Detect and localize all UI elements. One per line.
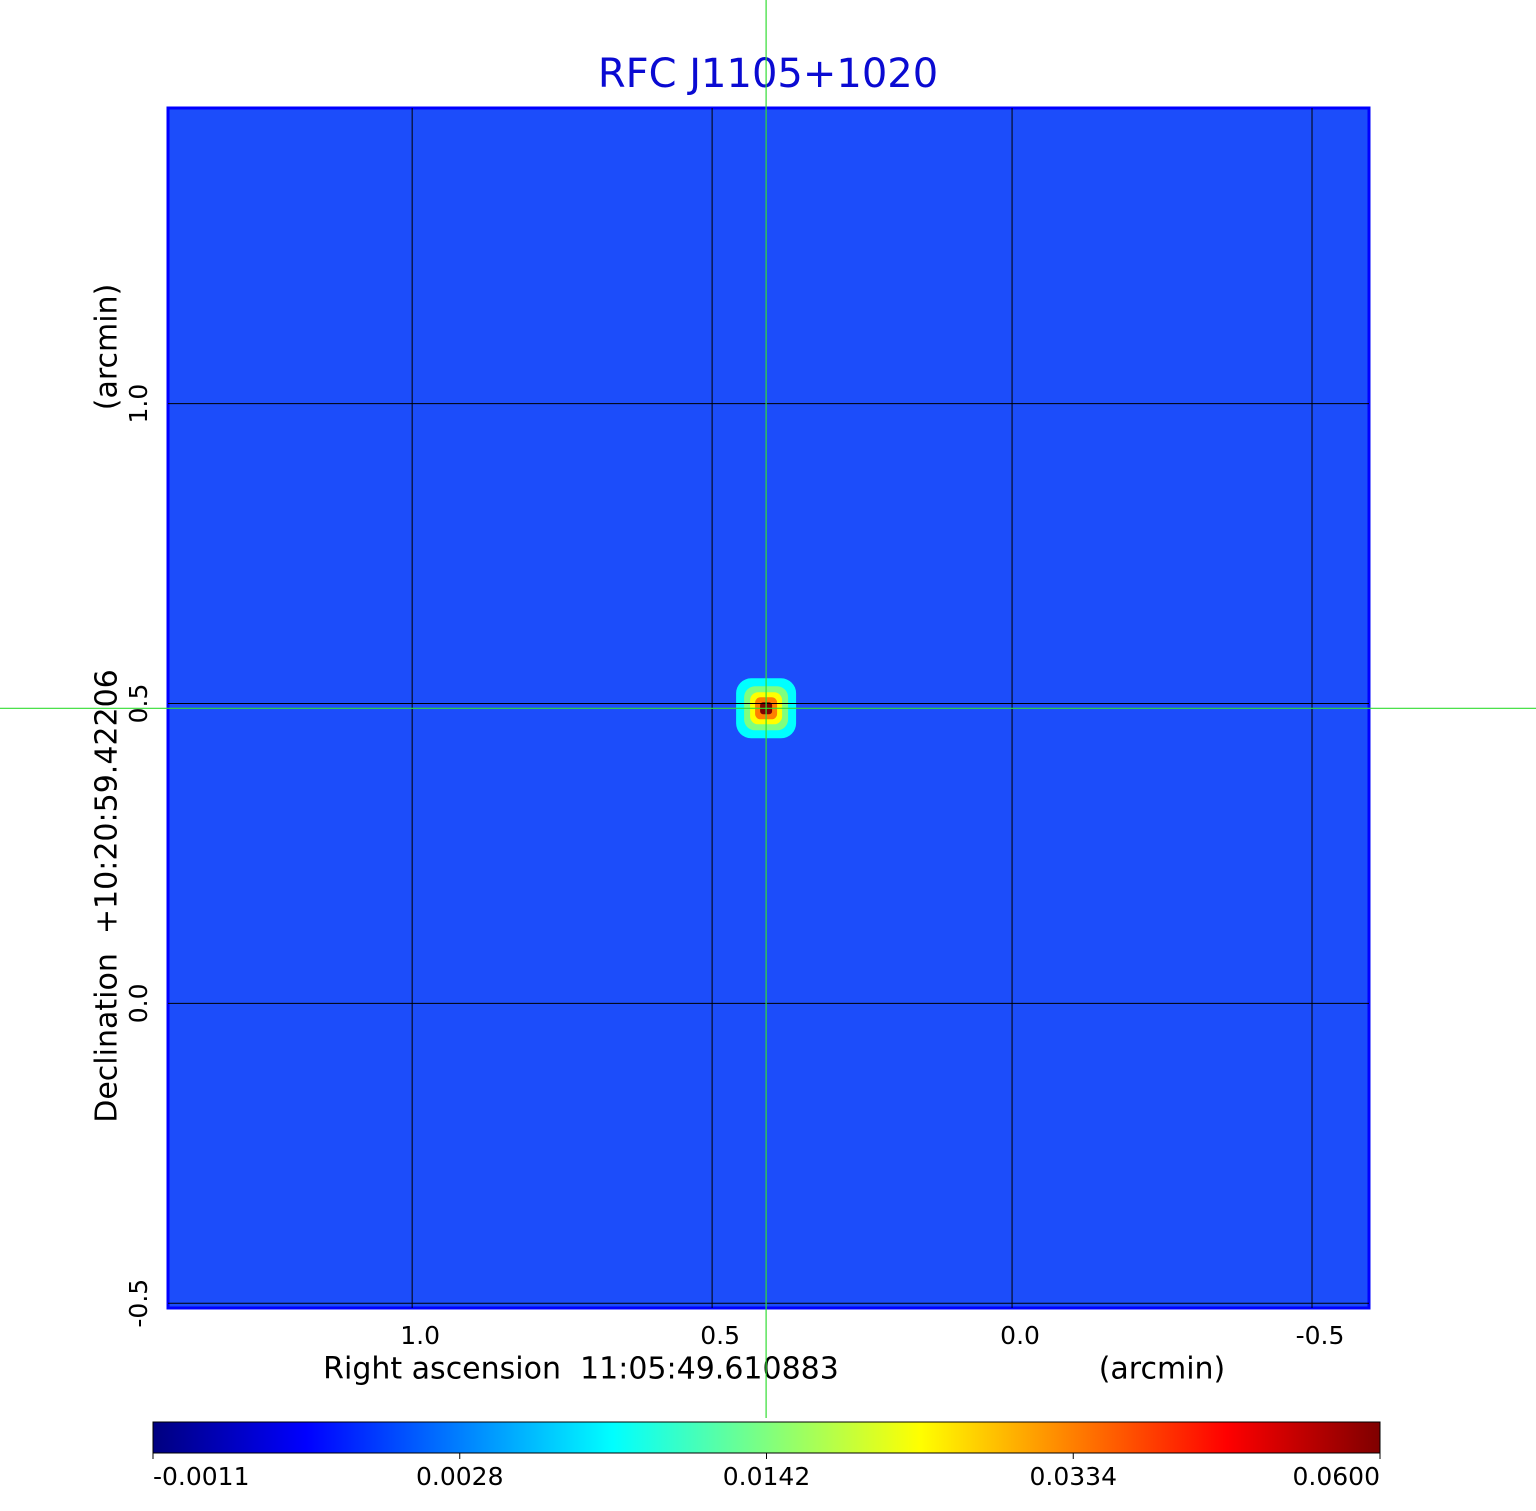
x-tick-label: 0.0 bbox=[1000, 1321, 1040, 1350]
chart-title: RFC J1105+1020 bbox=[598, 51, 938, 97]
colorbar-tick-label: 0.0028 bbox=[416, 1462, 503, 1491]
x-tick-label: -0.5 bbox=[1296, 1321, 1345, 1350]
y-tick-label: 1.0 bbox=[124, 384, 153, 424]
colorbar-tick-label: 0.0600 bbox=[1293, 1462, 1380, 1491]
x-axis-unit: (arcmin) bbox=[1099, 1352, 1226, 1387]
y-axis-label: Declination +10:20:59.42206 bbox=[90, 669, 125, 1123]
x-tick-label: 1.0 bbox=[400, 1321, 440, 1350]
y-tick-label: 0.5 bbox=[124, 684, 153, 724]
colorbar-tick-label: -0.0011 bbox=[153, 1462, 250, 1491]
y-tick-label: -0.5 bbox=[124, 1279, 153, 1328]
y-axis-unit: (arcmin) bbox=[90, 284, 125, 411]
y-tick-label: 0.0 bbox=[124, 983, 153, 1023]
x-tick-label: 0.5 bbox=[700, 1321, 740, 1350]
colorbar-tick-label: 0.0142 bbox=[723, 1462, 810, 1491]
colorbar-tick-label: 0.0334 bbox=[1030, 1462, 1117, 1491]
colorbar bbox=[152, 1421, 1381, 1454]
x-axis-label: Right ascension 11:05:49.610883 bbox=[323, 1352, 839, 1387]
